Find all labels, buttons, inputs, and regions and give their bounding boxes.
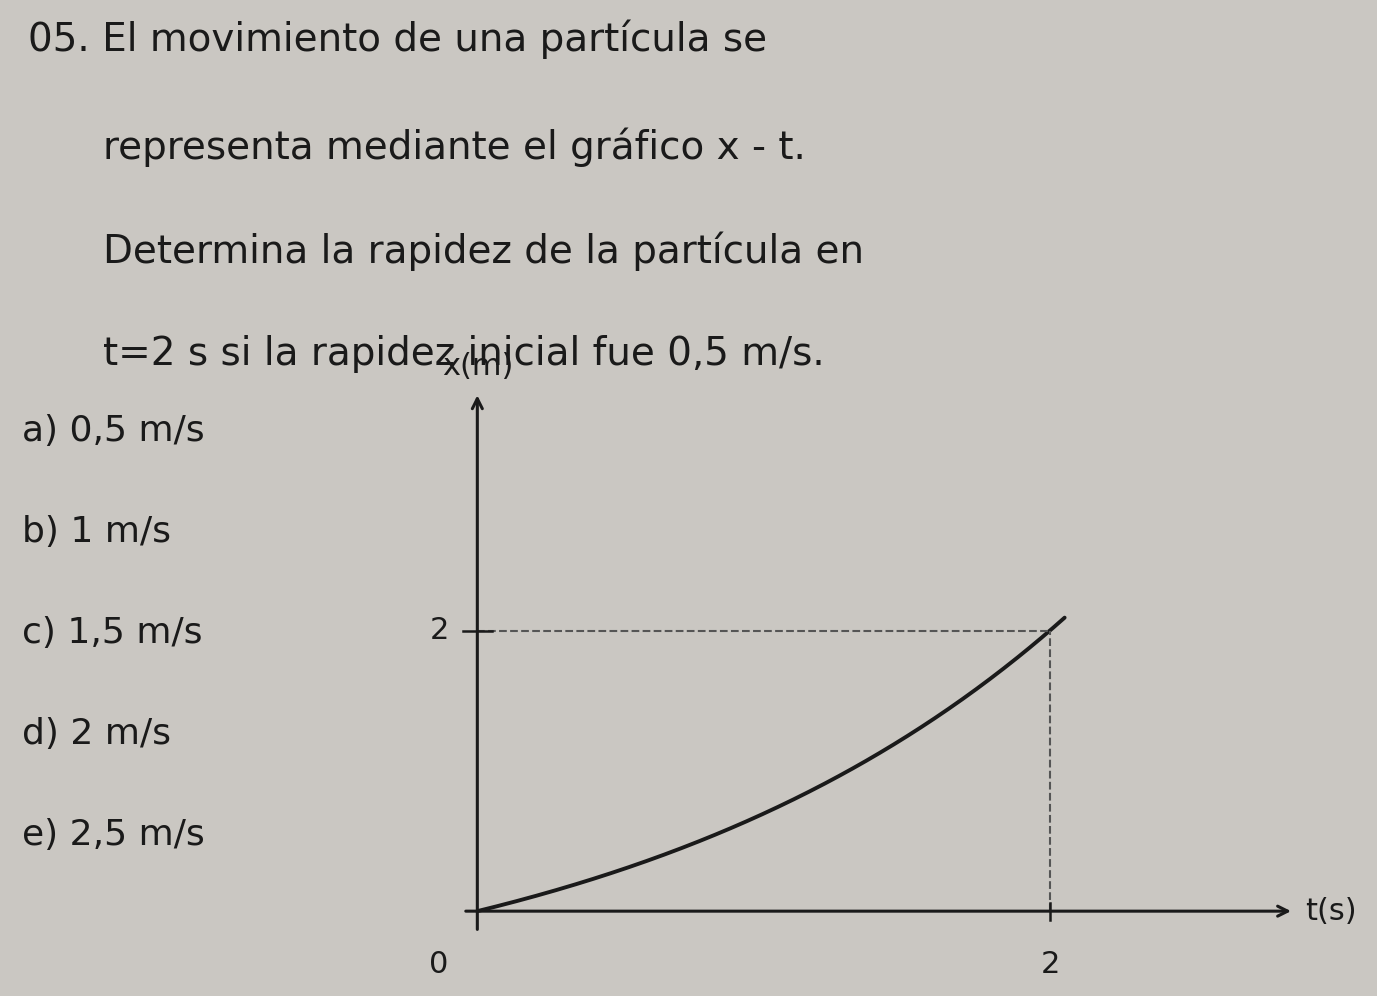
Text: x(m): x(m) — [442, 353, 514, 381]
Text: 2: 2 — [430, 617, 449, 645]
Text: b) 1 m/s: b) 1 m/s — [22, 515, 171, 549]
Text: e) 2,5 m/s: e) 2,5 m/s — [22, 818, 205, 852]
Text: 2: 2 — [1041, 950, 1060, 979]
Text: a) 0,5 m/s: a) 0,5 m/s — [22, 414, 205, 448]
Text: t(s): t(s) — [1305, 896, 1356, 925]
Text: 0: 0 — [430, 950, 449, 979]
Text: c) 1,5 m/s: c) 1,5 m/s — [22, 616, 202, 650]
Text: representa mediante el gráfico x - t.: representa mediante el gráfico x - t. — [103, 127, 806, 167]
Text: Determina la rapidez de la partícula en: Determina la rapidez de la partícula en — [103, 231, 865, 271]
Text: t=2 s si la rapidez inicial fue 0,5 m/s.: t=2 s si la rapidez inicial fue 0,5 m/s. — [103, 335, 825, 373]
Text: d) 2 m/s: d) 2 m/s — [22, 717, 171, 751]
Text: 05. El movimiento de una partícula se: 05. El movimiento de una partícula se — [28, 20, 767, 60]
